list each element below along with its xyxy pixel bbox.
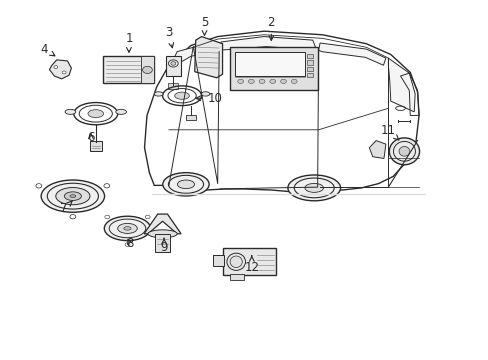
Ellipse shape [70,195,76,198]
Polygon shape [170,44,217,65]
Circle shape [104,215,109,219]
Text: 9: 9 [160,238,167,254]
Text: 3: 3 [165,27,173,48]
Ellipse shape [88,110,103,118]
Ellipse shape [201,92,209,96]
Ellipse shape [305,183,323,192]
Text: 2: 2 [267,16,275,40]
Ellipse shape [174,92,189,99]
Circle shape [237,79,243,84]
Text: 4: 4 [41,42,55,56]
Circle shape [70,215,76,219]
Polygon shape [368,140,385,158]
Text: 10: 10 [196,92,222,105]
FancyBboxPatch shape [155,234,169,252]
Text: 8: 8 [126,237,133,250]
FancyBboxPatch shape [141,56,154,83]
Circle shape [145,215,150,219]
Ellipse shape [148,230,177,238]
Circle shape [259,79,264,84]
Polygon shape [219,37,316,51]
Ellipse shape [230,256,242,267]
Circle shape [170,62,175,65]
FancyBboxPatch shape [168,83,178,89]
FancyBboxPatch shape [306,73,312,77]
Ellipse shape [287,175,340,201]
Bar [390,144,412,153]
FancyBboxPatch shape [165,56,181,76]
Circle shape [248,79,254,84]
Ellipse shape [56,188,90,205]
Circle shape [125,243,130,246]
FancyBboxPatch shape [103,56,154,83]
FancyBboxPatch shape [306,60,312,64]
Ellipse shape [398,147,409,156]
FancyBboxPatch shape [234,51,305,76]
Circle shape [104,184,109,188]
Bar [90,141,102,151]
Circle shape [280,79,286,84]
Ellipse shape [177,180,194,189]
Text: 12: 12 [244,256,259,274]
Ellipse shape [123,226,131,230]
Ellipse shape [64,192,81,201]
Text: 5: 5 [201,16,208,35]
Circle shape [54,66,58,68]
Circle shape [291,79,297,84]
Text: 7: 7 [60,201,73,215]
Ellipse shape [118,224,137,233]
Ellipse shape [65,109,76,114]
Polygon shape [387,58,414,112]
Circle shape [36,184,41,188]
Text: 1: 1 [125,32,132,52]
Ellipse shape [154,92,163,96]
Ellipse shape [104,216,150,240]
Ellipse shape [163,173,209,196]
Text: 11: 11 [380,124,398,140]
Circle shape [269,79,275,84]
Circle shape [142,66,152,73]
FancyBboxPatch shape [212,255,223,266]
Ellipse shape [388,138,419,165]
FancyBboxPatch shape [306,54,312,58]
Polygon shape [194,37,222,78]
Polygon shape [144,214,181,234]
FancyBboxPatch shape [185,115,195,120]
Ellipse shape [41,180,104,212]
Text: 6: 6 [87,131,95,144]
FancyBboxPatch shape [229,274,243,280]
FancyBboxPatch shape [222,248,276,275]
FancyBboxPatch shape [306,67,312,71]
Circle shape [62,71,66,74]
FancyBboxPatch shape [229,47,317,90]
Polygon shape [318,43,385,65]
Polygon shape [49,60,71,79]
Ellipse shape [116,109,126,114]
